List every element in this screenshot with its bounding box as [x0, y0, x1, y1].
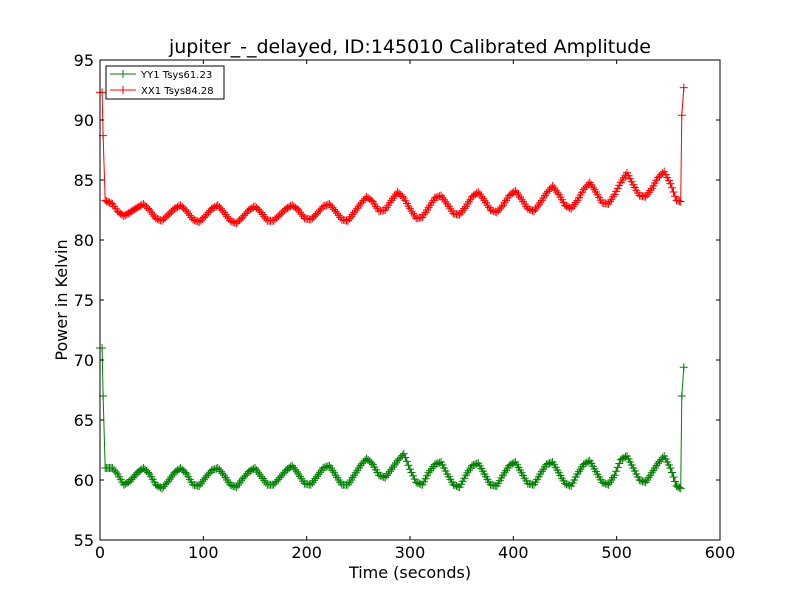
y-tick-label: 90 — [74, 111, 94, 130]
plot-background — [100, 60, 720, 540]
legend-marker-yy1 — [119, 70, 127, 78]
legend-label-xx1: XX1 Tsys84.28 — [141, 86, 214, 97]
x-tick-label: 300 — [395, 543, 426, 562]
y-tick-label: 95 — [74, 51, 94, 70]
legend-box — [105, 65, 225, 100]
x-tick-label: 200 — [291, 543, 322, 562]
y-tick-label: 55 — [74, 531, 94, 550]
y-tick-label: 70 — [74, 351, 94, 370]
series-xx1 — [96, 83, 688, 228]
x-axis-label: Time (seconds) — [348, 563, 471, 582]
x-tick-label: 100 — [188, 543, 219, 562]
y-tick-label: 80 — [74, 231, 94, 250]
series-layer — [96, 83, 688, 493]
y-tick-label: 60 — [74, 471, 94, 490]
legend: YY1 Tsys61.23 XX1 Tsys84.28 — [105, 65, 225, 100]
x-tick-label: 600 — [705, 543, 736, 562]
y-tick-label: 65 — [74, 411, 94, 430]
x-tick-label: 400 — [498, 543, 529, 562]
x-tick-label: 500 — [601, 543, 632, 562]
legend-label-yy1: YY1 Tsys61.23 — [140, 70, 212, 81]
x-tick-label: 0 — [95, 543, 105, 562]
y-tick-label: 85 — [74, 171, 94, 190]
legend-marker-xx1 — [119, 86, 127, 94]
y-tick-label: 75 — [74, 291, 94, 310]
y-axis-label: Power in Kelvin — [52, 239, 71, 360]
chart-title: jupiter_-_delayed, ID:145010 Calibrated … — [168, 36, 651, 58]
ticks-layer: 0 100 200 300 400 500 600 55 60 65 70 75 80 85 90 95 — [74, 51, 736, 562]
